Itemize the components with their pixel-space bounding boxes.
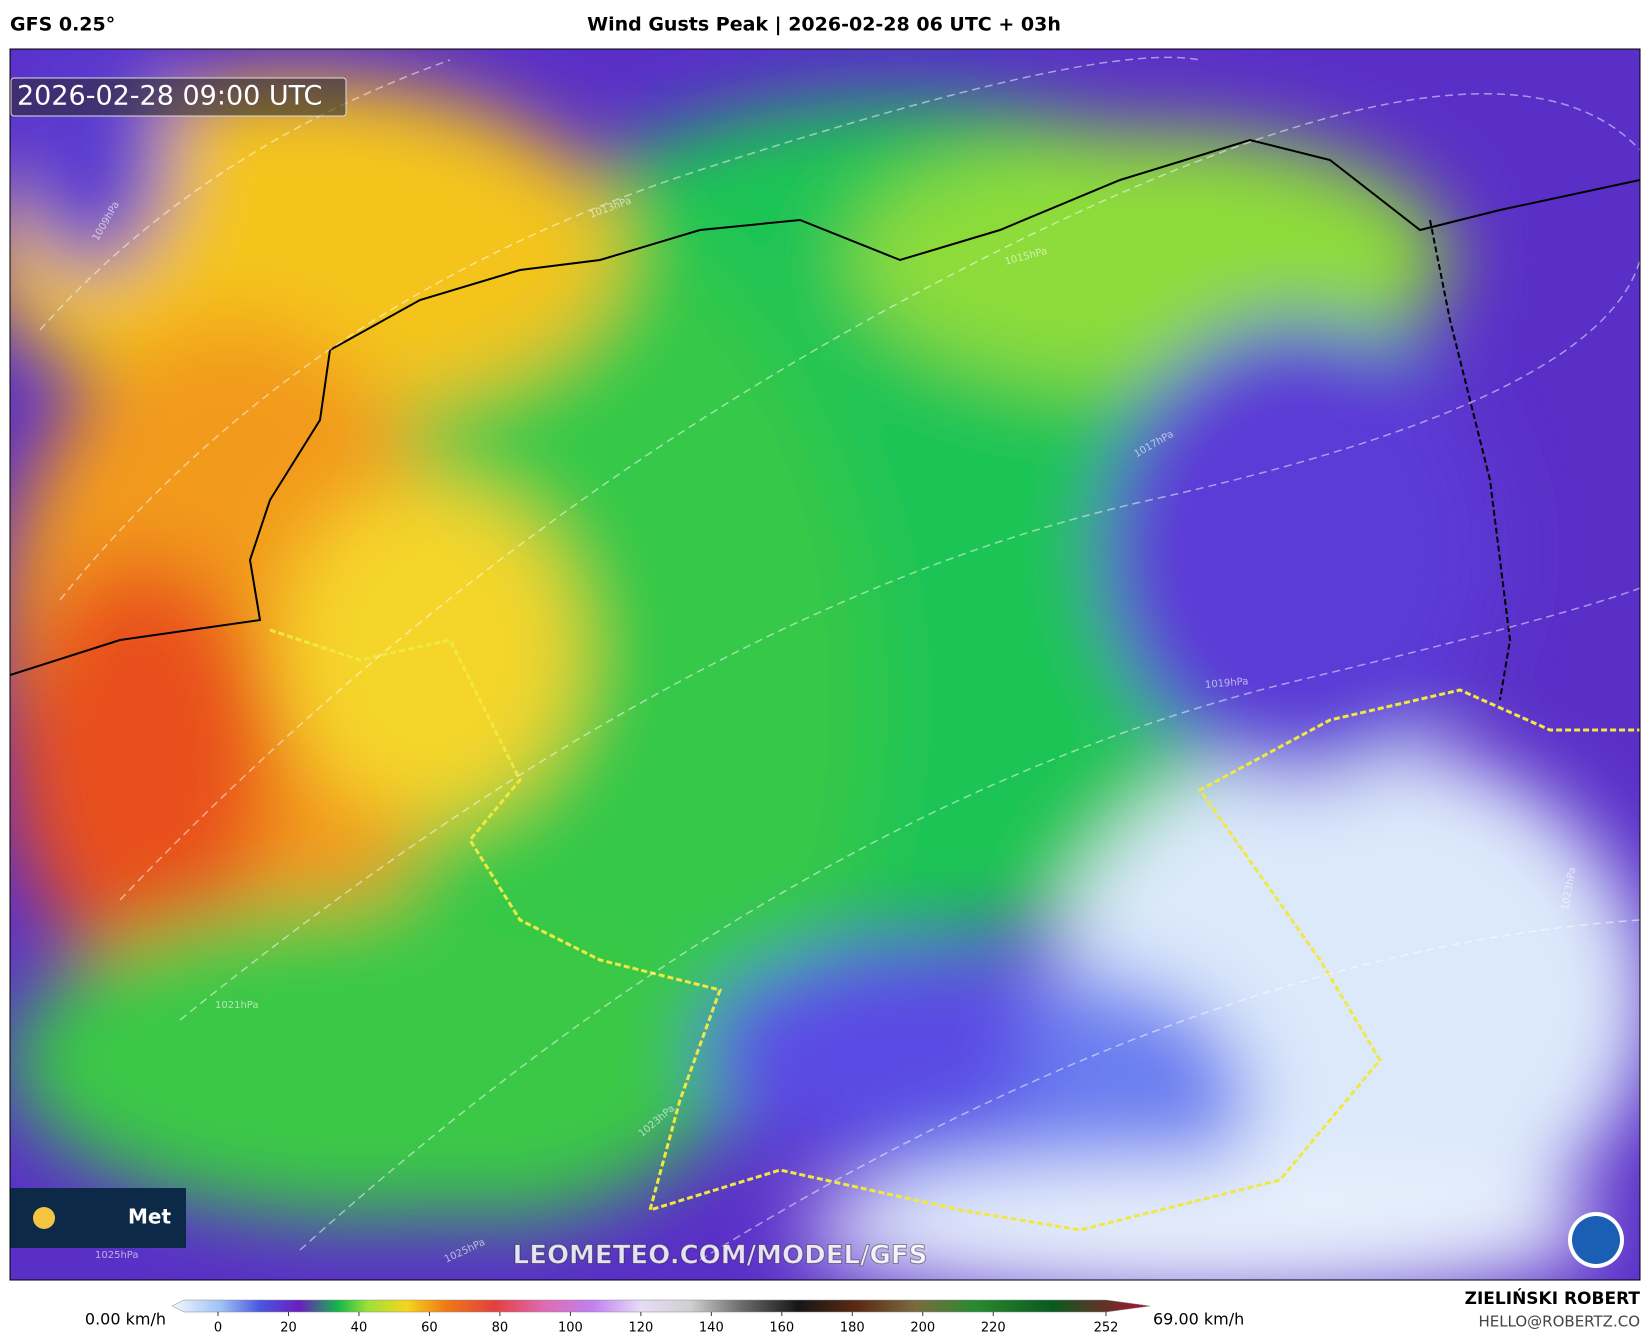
border: [1429, 219, 1512, 701]
timestamp: 2026-02-28 09:00 UTC: [17, 81, 322, 112]
colorbar-tick-label: 140: [699, 1321, 724, 1336]
colorbar-tick-label: 40: [351, 1321, 368, 1336]
colorbar-tick-label: 220: [981, 1321, 1006, 1336]
colorbar-tick-label: 60: [421, 1321, 438, 1336]
colorbar-max: 69.00 km/h: [1153, 1310, 1244, 1329]
colorbar-tick-label: 160: [769, 1321, 794, 1336]
map: Met LEOMETEO.COM/MODEL/GFS 2026-02-28 09…: [10, 49, 1640, 1280]
isobar-label: 1025hPa: [95, 1250, 139, 1261]
colorbar-tick-label: 120: [628, 1321, 653, 1336]
colorbar-tick-label: 80: [492, 1321, 509, 1336]
wind-field: [10, 49, 1640, 1280]
title: Wind Gusts Peak | 2026-02-28 06 UTC + 03…: [587, 14, 1061, 36]
colorbar-tick-label: 0: [214, 1321, 222, 1336]
colorbar-min: 0.00 km/h: [85, 1310, 166, 1329]
author: ZIELIŃSKI ROBERT: [1465, 1287, 1641, 1309]
logo-sun: [33, 1207, 55, 1229]
colorbar: [171, 1299, 1151, 1313]
colorbar-tick-label: 200: [910, 1321, 935, 1336]
watermark: LEOMETEO.COM/MODEL/GFS: [513, 1241, 928, 1271]
timestamp-box: [10, 77, 347, 117]
colorbar-tick-label: 180: [840, 1321, 865, 1336]
coastline: [10, 138, 1640, 676]
colorbar-tick-label: 20: [280, 1321, 297, 1336]
isobar-label: 1021hPa: [215, 1000, 259, 1011]
isobars: [39, 56, 1640, 1261]
colorbar-tick-label: 252: [1094, 1321, 1119, 1336]
model-label: GFS 0.25°: [10, 14, 115, 36]
logo-text: Met: [128, 1205, 171, 1229]
border: [269, 628, 1640, 1232]
noaa-logo-inner: [1572, 1216, 1620, 1264]
email: HELLO@ROBERTZ.CO: [1478, 1313, 1640, 1331]
isobar-label: 1019hPa: [1205, 676, 1249, 691]
map-frame: [9, 48, 1641, 1281]
colorbar-tick-label: 100: [558, 1321, 583, 1336]
